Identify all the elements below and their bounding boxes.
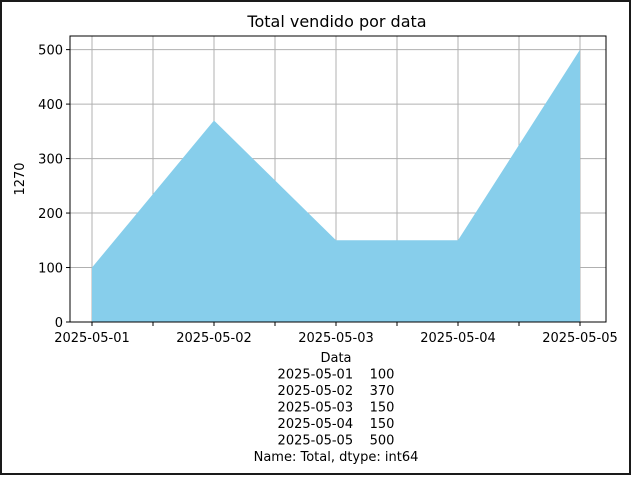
y-tick-label: 400: [38, 98, 63, 113]
x-axis-label-line: 2025-05-05 500: [278, 434, 395, 449]
x-axis-label-line: 2025-05-01 100: [278, 368, 395, 383]
x-axis-label-line: 2025-05-04 150: [278, 417, 395, 432]
y-tick-label: 200: [38, 207, 63, 222]
y-tick-label: 300: [38, 153, 63, 168]
y-tick-label: 0: [55, 316, 63, 331]
area-chart: Total vendido por data 0 100 200 300 400 500 2…: [2, 2, 629, 473]
y-tick-label: 500: [38, 44, 63, 59]
x-axis-label-line: Name: Total, dtype: int64: [254, 450, 419, 465]
y-axis-label: 1270: [13, 162, 28, 195]
x-tick-label: 2025-05-05: [542, 331, 618, 346]
x-axis-label-line: Data: [320, 351, 351, 366]
x-tick-label: 2025-05-03: [298, 331, 374, 346]
y-tick-label: 100: [38, 262, 63, 277]
x-tick-label: 2025-05-01: [54, 331, 130, 346]
x-axis-label-line: 2025-05-03 150: [278, 401, 395, 416]
x-axis-label-line: 2025-05-02 370: [278, 384, 395, 399]
x-tick-label: 2025-05-02: [176, 331, 252, 346]
chart-title: Total vendido por data: [246, 12, 426, 31]
x-tick-label: 2025-05-04: [420, 331, 496, 346]
